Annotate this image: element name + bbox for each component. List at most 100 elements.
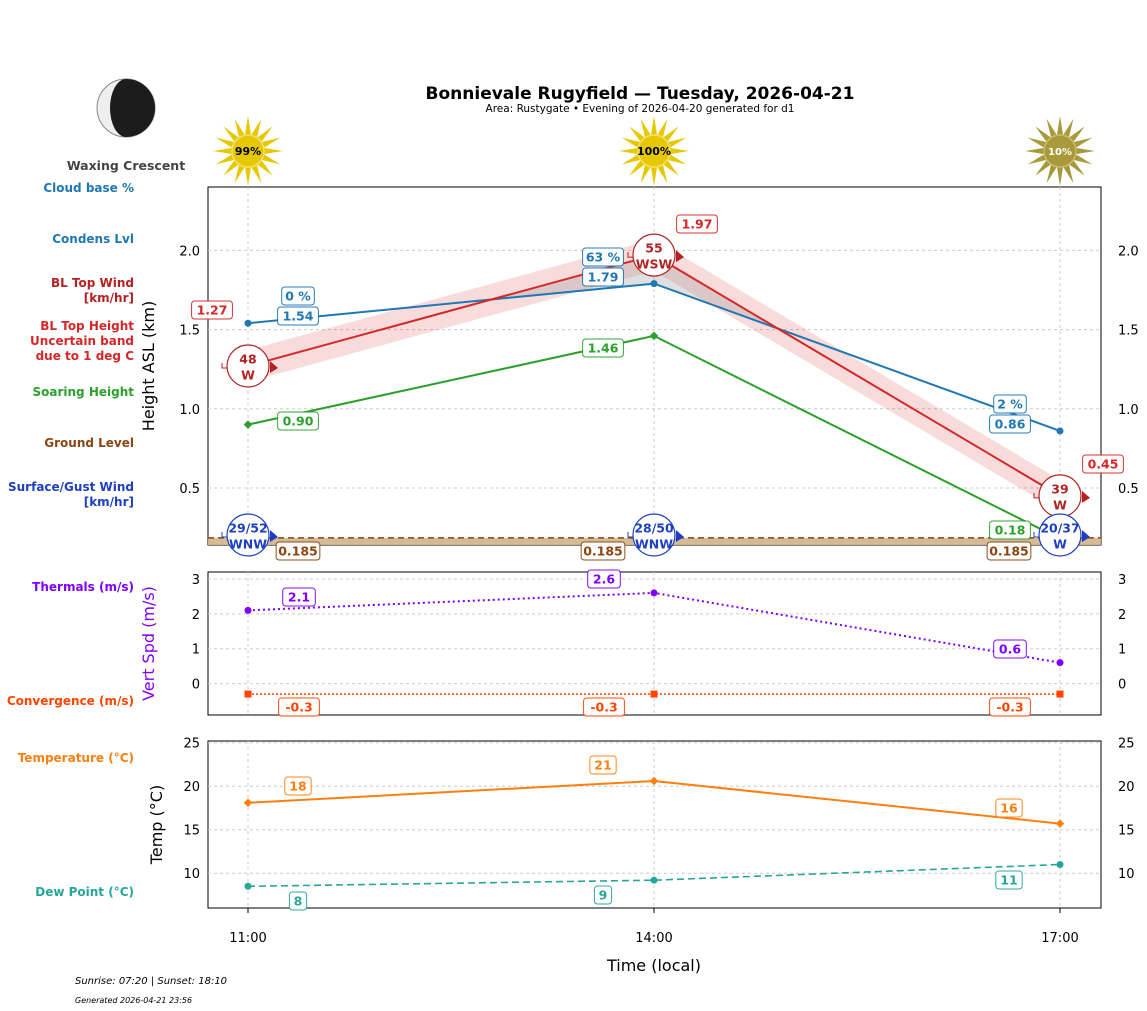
wind-barb-icon (1033, 492, 1040, 499)
sun-icon (213, 116, 283, 186)
thermal-point (650, 589, 658, 597)
wind-arrow-icon (1082, 530, 1090, 542)
ground-label: 0.185 (986, 541, 1032, 561)
dew-point-point (650, 876, 658, 884)
wind-barb-icon (1033, 532, 1040, 538)
side-label-bl-wind: BL Top Wind (51, 276, 134, 290)
dew-point-point (244, 882, 252, 890)
y-tick-label-right: 15 (1118, 824, 1135, 839)
condens-label: 0.86 (989, 414, 1031, 434)
cloud-percent-label: 2 % (993, 394, 1027, 414)
y-tick-label-right: 0.5 (1118, 482, 1139, 497)
y-tick-label-right: 25 (1118, 737, 1135, 752)
convergence-label-text: -0.3 (590, 700, 617, 715)
sun-percent: 99% (235, 145, 261, 158)
y-tick-label-right: 0 (1118, 678, 1126, 693)
temperature-label: 21 (589, 755, 617, 775)
cloud-overlap-fill (491, 255, 778, 329)
y-tick-label-right: 2.0 (1118, 244, 1139, 259)
moon-icon (96, 78, 156, 138)
wind-direction: WNW (229, 537, 267, 552)
y-tick-label: 2 (192, 608, 200, 623)
thermal-label: 2.1 (282, 587, 316, 607)
thermal-label: 2.6 (587, 569, 621, 589)
side-label-bl-top: due to 1 deg C (36, 349, 135, 363)
condens-point (650, 280, 658, 288)
wind-arrow-icon (270, 361, 278, 373)
side-label-thermals: Thermals (m/s) (32, 580, 134, 594)
dew-point-label: 11 (995, 870, 1023, 890)
y-tick-label-right: 1.0 (1118, 403, 1139, 418)
y-tick-label-right: 2 (1118, 608, 1126, 623)
bl-top-label: 1.97 (676, 214, 718, 234)
sun-icon (1025, 116, 1095, 186)
side-label-condens: Condens Lvl (52, 232, 134, 246)
temperature-label-text: 21 (594, 758, 611, 773)
chart-subtitle: Area: Rustygate • Evening of 2026-04-20 … (486, 103, 795, 115)
bl-top-wind-marker: 39W (1033, 474, 1090, 518)
side-label-temperature: Temperature (°C) (18, 751, 134, 765)
soaring-label-text: 1.46 (588, 341, 619, 356)
wind-barb-icon (627, 532, 634, 538)
y-tick-label: 1 (192, 643, 200, 658)
x-axis-label: Time (local) (606, 956, 701, 975)
wind-speed: 20/37 (1040, 521, 1079, 536)
wind-arrow-icon (1082, 490, 1090, 503)
y-tick-label: 1.0 (179, 403, 200, 418)
thermal-point (1056, 659, 1064, 667)
x-tick-label: 14:00 (635, 931, 672, 946)
side-label-surface-wind: Surface/Gust Wind (8, 480, 134, 494)
soaring-label-text: 0.90 (283, 414, 314, 429)
wind-arrow-icon (676, 530, 684, 542)
bl-top-label: 0.45 (1082, 454, 1124, 474)
side-label-soaring: Soaring Height (33, 385, 135, 399)
surface-wind-marker: 20/37W (1033, 513, 1090, 557)
y-tick-label: 10 (183, 867, 200, 882)
sun-times: Sunrise: 07:20 | Sunset: 18:10 (75, 976, 227, 987)
side-label-bl-top: BL Top Height (40, 319, 134, 333)
y-tick-label: 25 (183, 737, 200, 752)
temperature-label-text: 16 (1000, 801, 1018, 816)
y-tick-label-right: 20 (1118, 780, 1135, 795)
bl-top-label-text: 1.97 (682, 217, 713, 232)
side-label-convergence: Convergence (m/s) (7, 694, 134, 708)
x-tick-label: 11:00 (229, 931, 266, 946)
wind-barb-icon (221, 363, 228, 369)
dew-point-label: 9 (593, 885, 613, 905)
condens-label-text: 0.86 (995, 417, 1026, 432)
temperature-point (649, 776, 659, 786)
y-tick-label: 0 (192, 678, 200, 693)
moon-phase-label: Waxing Crescent (67, 158, 185, 173)
wind-speed: 28/50 (634, 521, 674, 536)
condens-point (244, 319, 252, 327)
wind-direction: WSW (636, 257, 673, 272)
thermal-label-text: 0.6 (999, 642, 1021, 657)
ground-label-text: 0.185 (583, 544, 623, 559)
thermal-label-text: 2.1 (288, 590, 310, 605)
y-tick-label-right: 3 (1118, 573, 1126, 588)
y-axis-label: Height ASL (km) (139, 301, 158, 431)
wind-direction: W (1053, 537, 1067, 552)
temperature-label: 18 (284, 776, 312, 796)
thermal-label: 0.6 (993, 639, 1027, 659)
dew-point-label-text: 9 (599, 888, 608, 903)
y-tick-label-right: 1 (1118, 643, 1126, 658)
convergence-point (650, 690, 658, 698)
convergence-label-text: -0.3 (285, 700, 312, 715)
cloud-percent-label: 0 % (281, 286, 315, 306)
wind-speed: 55 (645, 241, 662, 256)
ground-label-text: 0.185 (278, 544, 318, 559)
bl-top-uncertainty-band (248, 239, 1060, 512)
y-axis-label: Vert Spd (m/s) (139, 586, 158, 701)
x-tick-label: 17:00 (1041, 931, 1078, 946)
side-label-bl-wind: [km/hr] (84, 291, 134, 305)
convergence-point (1056, 690, 1064, 698)
cloud-percent-label: 63 % (582, 247, 624, 267)
ground-label: 0.185 (275, 541, 321, 561)
y-tick-label: 15 (183, 824, 200, 839)
